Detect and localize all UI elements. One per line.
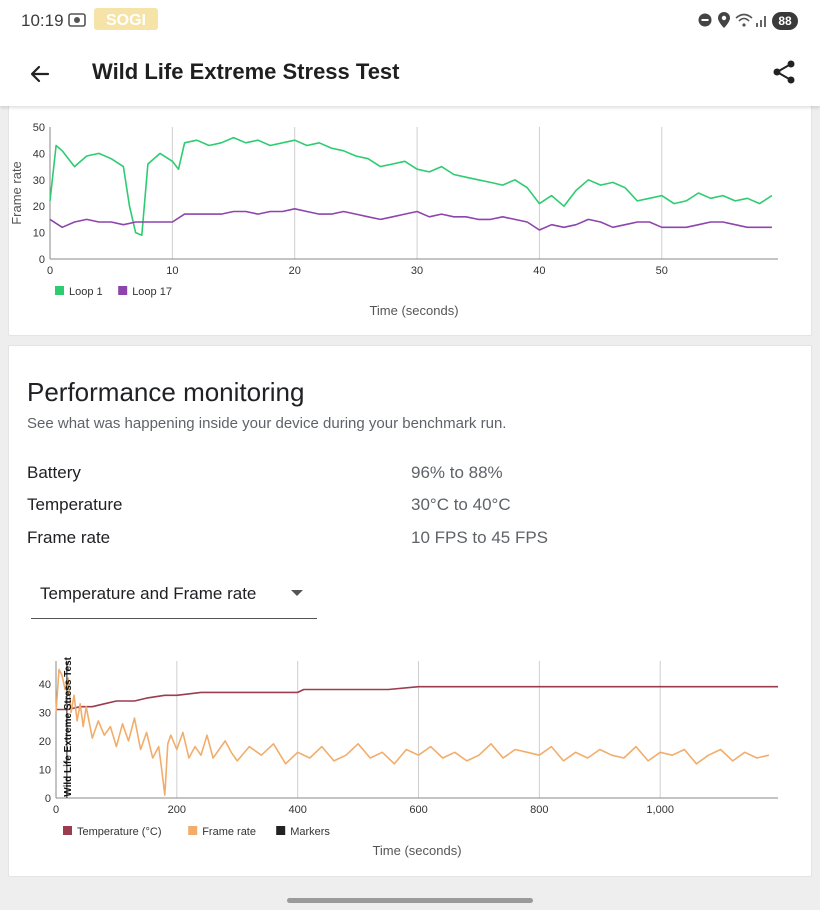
app-bar: Wild Life Extreme Stress Test	[0, 40, 820, 106]
stat-value-temperature: 30°C to 40°C	[411, 495, 511, 514]
frame-rate-card: 0 10 20 30 40 50 0 10 20 30 40 50 Frame rate Loop 1 Lo…	[8, 100, 812, 336]
legend-label: Markers	[290, 826, 330, 838]
marker-label: Wild Life Extreme Stress Test	[63, 656, 74, 796]
section-subtitle: See what was happening inside your devic…	[27, 415, 507, 432]
frame-rate-series-line	[55, 668, 770, 796]
x-tick-label: 40	[533, 265, 545, 277]
temperature-c-series-line	[56, 685, 778, 711]
y-tick-label: 0	[39, 254, 45, 266]
back-arrow-icon	[30, 65, 50, 83]
signal-icon	[755, 13, 769, 30]
performance-monitoring-card: Performance monitoring See what was happ…	[8, 345, 812, 877]
legend-label: Loop 1	[69, 286, 103, 298]
y-tick-label: 30	[33, 175, 45, 187]
y-tick-label: 20	[39, 736, 51, 748]
x-tick-label: 30	[411, 265, 423, 277]
x-tick-label: 400	[288, 804, 306, 816]
x-axis-title: Time (seconds)	[372, 843, 461, 858]
y-tick-label: 0	[45, 793, 51, 805]
navigation-handle[interactable]	[287, 898, 533, 903]
x-tick-label: 20	[289, 265, 301, 277]
battery-indicator: 88	[772, 12, 798, 30]
legend-label: Temperature (°C)	[77, 826, 161, 838]
legend-swatch	[118, 286, 128, 295]
x-tick-label: 1,000	[646, 804, 674, 816]
screenshot-icon	[68, 12, 86, 31]
dnd-icon	[698, 13, 712, 30]
y-tick-label: 30	[39, 707, 51, 719]
legend-swatch	[63, 826, 72, 835]
x-axis-title: Time (seconds)	[369, 303, 458, 318]
legend-label: Loop 17	[132, 286, 172, 298]
loop-1-series-line	[49, 136, 773, 236]
frame-rate-chart: 0 10 20 30 40 50 0 10 20 30 40 50 Frame rate Loop 1 Lo…	[9, 122, 778, 318]
share-button[interactable]	[770, 58, 798, 86]
x-tick-label: 50	[656, 265, 668, 277]
status-time: 10:19	[21, 11, 64, 30]
y-tick-label: 10	[39, 764, 51, 776]
stat-label-battery: Battery	[27, 463, 81, 482]
status-bar: 10:19 88	[0, 0, 820, 40]
x-tick-label: 200	[168, 804, 186, 816]
legend-swatch	[276, 826, 286, 835]
stat-value-battery: 96% to 88%	[411, 463, 503, 482]
x-tick-label: 800	[530, 804, 548, 816]
temperature-frame-rate-chart: 0 200 400 600 800 1,000 0 10 20 30 40 Wild Life Ext…	[39, 656, 778, 858]
y-tick-label: 40	[33, 148, 45, 160]
x-tick-label: 0	[53, 804, 59, 816]
legend-swatch	[188, 826, 198, 835]
dropdown-selected-value: Temperature and Frame rate	[40, 584, 257, 603]
legend-swatch	[55, 286, 64, 295]
location-icon	[718, 12, 730, 31]
legend-label: Frame rate	[202, 826, 256, 838]
y-tick-label: 20	[33, 201, 45, 213]
back-button[interactable]	[24, 58, 56, 90]
y-axis-title: Frame rate	[9, 161, 24, 225]
loop-17-series-line	[49, 208, 772, 231]
stat-label-frame-rate: Frame rate	[27, 528, 111, 547]
share-icon	[773, 60, 795, 84]
chart-type-dropdown[interactable]: Temperature and Frame rate	[31, 570, 317, 619]
stat-label-temperature: Temperature	[27, 495, 123, 514]
y-tick-label: 10	[33, 228, 45, 240]
x-tick-label: 10	[166, 265, 178, 277]
wifi-icon	[735, 13, 753, 30]
y-tick-label: 40	[39, 679, 51, 691]
x-tick-label: 0	[47, 265, 53, 277]
dropdown-arrow-icon	[291, 590, 303, 596]
x-tick-label: 600	[409, 804, 427, 816]
stat-value-frame-rate: 10 FPS to 45 FPS	[411, 528, 549, 547]
section-title: Performance monitoring	[27, 377, 305, 407]
y-tick-label: 50	[33, 122, 45, 134]
page-title: Wild Life Extreme Stress Test	[92, 59, 400, 84]
